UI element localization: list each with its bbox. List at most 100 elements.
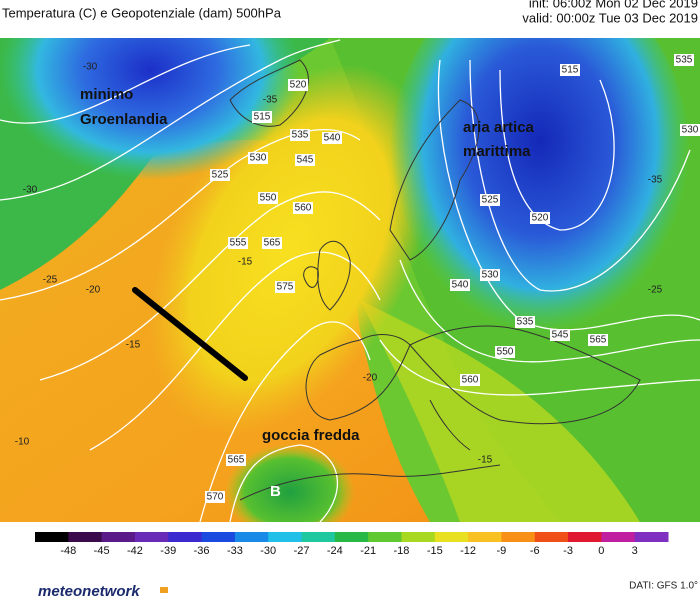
contour-label-bg	[530, 212, 550, 224]
height-label: 565	[264, 238, 281, 249]
colorbar-swatch	[434, 532, 469, 542]
height-label: 570	[207, 492, 224, 503]
height-label: 575	[277, 282, 294, 293]
temperature-label: -10	[15, 437, 30, 448]
data-source: DATI: GFS 1.0°	[629, 581, 698, 592]
temperature-label: -15	[238, 257, 253, 268]
colorbar-tick-label: -12	[460, 545, 476, 557]
temperature-label: -15	[126, 340, 141, 351]
temperature-label: -25	[648, 285, 663, 296]
contour-label-bg	[290, 129, 310, 141]
annotation: aria artica	[463, 119, 535, 136]
colorbar-tick-label: -27	[294, 545, 310, 557]
height-label: 530	[250, 153, 267, 164]
contour-label-bg	[293, 202, 313, 214]
height-label: 520	[532, 213, 549, 224]
height-label: 535	[292, 130, 309, 141]
map-field	[0, 38, 700, 522]
colorbar-tick-label: -9	[497, 545, 507, 557]
height-label: 530	[482, 270, 499, 281]
colorbar-swatch	[268, 532, 303, 542]
height-label: 530	[682, 125, 699, 136]
annotation: Groenlandia	[80, 111, 168, 128]
contour-label-bg	[588, 334, 608, 346]
contour-label-bg	[550, 329, 570, 341]
colorbar-tick-label: -21	[360, 545, 376, 557]
brand-mark	[160, 587, 168, 593]
annotation: marittima	[463, 143, 531, 160]
height-label: 540	[324, 133, 341, 144]
colorbar-tick-label: -24	[327, 545, 343, 557]
contour-label-bg	[258, 192, 278, 204]
height-label: 565	[590, 335, 607, 346]
contour-label-bg	[226, 454, 246, 466]
height-label: 565	[228, 455, 245, 466]
colorbar-tick-label: -3	[563, 545, 573, 557]
colorbar-tick-label: -30	[260, 545, 276, 557]
height-label: 545	[552, 330, 569, 341]
annotation: goccia fredda	[262, 427, 360, 444]
temperature-label: -35	[648, 175, 663, 186]
colorbar-swatch	[568, 532, 602, 542]
contour-label-bg	[680, 124, 700, 136]
height-label: 520	[290, 80, 307, 91]
contour-label-bg	[262, 237, 282, 249]
contour-label-bg	[674, 54, 694, 66]
height-label: 535	[676, 55, 693, 66]
colorbar-swatch	[301, 532, 336, 542]
colorbar-swatch	[601, 532, 636, 542]
height-label: 555	[230, 238, 247, 249]
colorbar-tick-label: -6	[530, 545, 540, 557]
contour-label-bg	[295, 154, 315, 166]
colorbar-tick-label: 0	[598, 545, 604, 557]
init-time: init: 06:00z Mon 02 Dec 2019	[529, 0, 698, 10]
contour-label-bg	[210, 169, 230, 181]
colorbar-tick-label: -36	[194, 545, 210, 557]
colorbar-swatch	[68, 532, 103, 542]
contour-label-bg	[560, 64, 580, 76]
colorbar-swatch	[501, 532, 536, 542]
contour-label-bg	[205, 491, 225, 503]
temperature-label: -15	[478, 455, 493, 466]
temperature-label: -35	[263, 95, 278, 106]
temperature-label: -30	[23, 185, 38, 196]
temperature-label: -25	[43, 275, 58, 286]
colorbar-swatch	[534, 532, 569, 542]
temperature-label: -20	[86, 285, 101, 296]
contour-label-bg	[288, 79, 308, 91]
colorbar-tick-label: 3	[632, 545, 638, 557]
contour-label-bg	[460, 374, 480, 386]
contour-label-bg	[322, 132, 342, 144]
height-label: 560	[462, 375, 479, 386]
height-label: 515	[254, 112, 271, 123]
height-label: 525	[482, 195, 499, 206]
temperature-label: -20	[363, 373, 378, 384]
colorbar-swatch	[168, 532, 203, 542]
contour-label-bg	[275, 281, 295, 293]
colorbar-tick-label: -15	[427, 545, 443, 557]
colorbar-swatch	[368, 532, 402, 542]
colorbar-swatch	[234, 532, 269, 542]
contour-label-bg	[480, 269, 500, 281]
contour-label-bg	[248, 152, 268, 164]
colorbar-tick-label: -42	[127, 545, 143, 557]
valid-time: valid: 00:00z Tue 03 Dec 2019	[522, 10, 698, 25]
temperature-label: -30	[83, 62, 98, 73]
colorbar-tick-label: -18	[394, 545, 410, 557]
height-label: 550	[497, 347, 514, 358]
height-label: 560	[295, 203, 312, 214]
contour-label-bg	[480, 194, 500, 206]
height-label: 515	[562, 65, 579, 76]
colorbar-swatch	[334, 532, 369, 542]
height-label: 550	[260, 193, 277, 204]
colorbar-swatch	[101, 532, 136, 542]
height-label: 545	[297, 155, 314, 166]
contour-label-bg	[515, 316, 535, 328]
brand: meteonetwork	[38, 583, 140, 600]
map-title: Temperatura (C) e Geopotenziale (dam) 50…	[2, 5, 282, 20]
height-label: 525	[212, 170, 229, 181]
colorbar-tick-label: -33	[227, 545, 243, 557]
colorbar-swatch	[35, 532, 69, 542]
